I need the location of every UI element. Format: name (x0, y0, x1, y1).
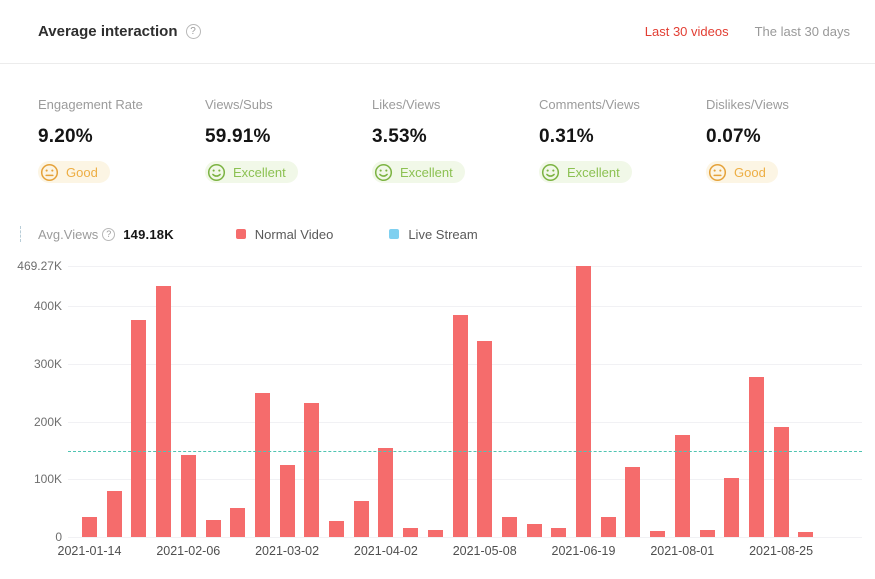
gridline (68, 537, 862, 538)
y-axis-tick-label: 100K (33, 472, 62, 487)
bar-normal-video[interactable] (230, 508, 246, 537)
bar-normal-video[interactable] (699, 530, 715, 537)
bar-normal-video[interactable] (477, 340, 493, 537)
smiley-face-icon (541, 163, 560, 182)
live-stream-swatch-icon (389, 229, 400, 239)
stat-value: 9.20% (38, 126, 93, 147)
bar-normal-video[interactable] (82, 516, 97, 537)
tab-last-30-days[interactable]: The last 30 days (754, 24, 850, 39)
bar-normal-video[interactable] (106, 490, 122, 537)
header-divider (0, 63, 875, 64)
x-axis-tick-label: 2021-05-08 (452, 544, 517, 558)
rating-badge: Excellent (372, 161, 465, 183)
avg-views-label: Avg.Views (38, 226, 99, 242)
bar-normal-video[interactable] (156, 285, 172, 537)
y-axis-tick-label: 400K (33, 299, 62, 313)
rating-text: Good (66, 164, 98, 180)
y-axis-tick-label: 469.27K (17, 259, 62, 273)
x-axis-tick-label: 2021-08-01 (650, 544, 715, 558)
stat-label: Comments/Views (539, 97, 640, 112)
normal-video-swatch-icon (235, 229, 246, 239)
y-axis-tick-label: 300K (33, 356, 62, 371)
rating-badge: Good (38, 161, 110, 183)
bar-normal-video[interactable] (131, 320, 147, 537)
stat-comments-views: Comments/Views 0.31% Excellent (539, 97, 706, 187)
bar-normal-video[interactable] (254, 392, 270, 537)
legend-live-stream[interactable]: Live Stream (389, 226, 478, 242)
y-axis-tick-label: 200K (33, 414, 62, 429)
bar-normal-video[interactable] (378, 447, 394, 537)
stat-views-subs: Views/Subs 59.91% Excellent (205, 97, 372, 187)
x-axis-tick-label: 2021-06-19 (551, 544, 616, 558)
smiley-face-icon (374, 163, 393, 182)
bar-normal-video[interactable] (551, 528, 567, 537)
stat-engagement-rate: Engagement Rate 9.20% Good (38, 97, 205, 187)
bar-normal-video[interactable] (205, 519, 221, 537)
neutral-face-icon (40, 163, 59, 182)
bar-normal-video[interactable] (353, 501, 369, 537)
avg-views-line (68, 450, 862, 452)
bar-normal-video[interactable] (180, 455, 196, 537)
bar-normal-video[interactable] (576, 266, 591, 537)
avg-views-value: 149.18K (123, 226, 174, 242)
stat-value: 59.91% (205, 126, 271, 147)
x-axis-tick-label: 2021-01-14 (57, 544, 122, 558)
views-bar-chart: 0 100K 200K 300K 400K 469.27K 2021-01-14 2021-0… (0, 255, 875, 579)
gridline (68, 306, 862, 307)
bar-normal-video[interactable] (625, 466, 641, 537)
x-axis-tick-label: 2021-04-02 (353, 544, 418, 558)
stat-dislikes-views: Dislikes/Views 0.07% Good (706, 97, 873, 187)
neutral-face-icon (708, 163, 727, 182)
stat-value: 3.53% (372, 126, 427, 147)
help-icon[interactable]: ? (185, 24, 201, 39)
page-title: Average interaction (38, 23, 178, 40)
rating-badge: Good (706, 161, 778, 183)
bar-normal-video[interactable] (304, 403, 320, 537)
rating-text: Good (734, 164, 766, 180)
bar-normal-video[interactable] (674, 435, 690, 537)
legend-label: Normal Video (254, 226, 334, 242)
bar-normal-video[interactable] (403, 528, 419, 537)
bar-normal-video[interactable] (501, 516, 517, 537)
smiley-face-icon (207, 163, 226, 182)
avg-line-legend-mark (20, 226, 21, 242)
bar-normal-video[interactable] (650, 531, 666, 537)
bar-normal-video[interactable] (452, 314, 468, 537)
rating-badge: Excellent (205, 161, 298, 183)
stat-label: Likes/Views (372, 97, 441, 112)
bar-normal-video[interactable] (773, 427, 789, 537)
tab-last-30-videos[interactable]: Last 30 videos (644, 24, 729, 39)
y-axis-tick-label: 0 (55, 530, 62, 544)
bar-normal-video[interactable] (600, 516, 616, 537)
bar-normal-video[interactable] (427, 529, 443, 537)
x-axis-tick-label: 2021-08-25 (749, 544, 814, 558)
rating-text: Excellent (233, 164, 286, 180)
bar-normal-video[interactable] (798, 532, 814, 537)
x-axis-tick-label: 2021-03-02 (255, 544, 320, 558)
bar-normal-video[interactable] (748, 377, 764, 537)
stats-row: Engagement Rate 9.20% Good Views/Subs 59… (38, 97, 873, 187)
rating-text: Excellent (567, 164, 620, 180)
stat-value: 0.31% (539, 126, 594, 147)
bar-normal-video[interactable] (724, 478, 740, 537)
x-axis-tick-label: 2021-02-06 (156, 544, 221, 558)
bar-normal-video[interactable] (279, 464, 295, 537)
range-tabs: Last 30 videos The last 30 days (645, 24, 850, 39)
panel-header: Average interaction ? Last 30 videos The… (0, 0, 875, 63)
rating-badge: Excellent (539, 161, 632, 183)
rating-text: Excellent (400, 164, 453, 180)
stat-label: Views/Subs (205, 97, 273, 112)
gridline (68, 266, 862, 267)
stat-likes-views: Likes/Views 3.53% Excellent (372, 97, 539, 187)
legend-label: Live Stream (408, 226, 478, 242)
legend-normal-video[interactable]: Normal Video (235, 226, 334, 242)
stat-label: Engagement Rate (38, 97, 143, 112)
chart-legend: Avg.Views ? 149.18K Normal Video Live St… (20, 224, 478, 244)
stat-label: Dislikes/Views (706, 97, 789, 112)
avg-views-help-icon[interactable]: ? (102, 227, 116, 241)
bar-normal-video[interactable] (329, 520, 344, 537)
bar-normal-video[interactable] (526, 524, 542, 537)
stat-value: 0.07% (706, 126, 761, 147)
